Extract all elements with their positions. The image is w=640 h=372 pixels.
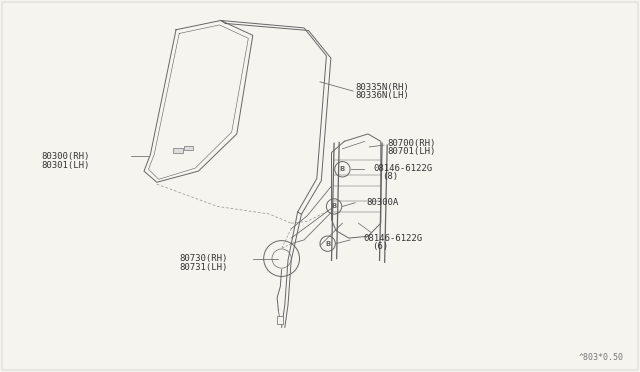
Text: 80701(LH): 80701(LH) <box>387 147 436 156</box>
Text: 80730(RH): 80730(RH) <box>179 254 228 263</box>
Text: (8): (8) <box>382 172 398 181</box>
Text: B: B <box>325 241 330 247</box>
Text: 80700(RH): 80700(RH) <box>387 139 436 148</box>
Text: 80335N(RH): 80335N(RH) <box>355 83 409 92</box>
Text: B: B <box>332 203 337 209</box>
Text: 80731(LH): 80731(LH) <box>179 263 228 272</box>
Bar <box>173 148 183 153</box>
Text: 80300A: 80300A <box>366 198 398 207</box>
Text: 80336N(LH): 80336N(LH) <box>355 92 409 100</box>
Text: 80300(RH): 80300(RH) <box>42 152 90 161</box>
Bar <box>184 146 193 150</box>
Text: B: B <box>340 166 345 172</box>
Text: 08146-6122G: 08146-6122G <box>363 234 422 243</box>
Bar <box>276 316 283 324</box>
Text: 80301(LH): 80301(LH) <box>42 161 90 170</box>
Text: ^803*0.50: ^803*0.50 <box>579 353 624 362</box>
Text: (6): (6) <box>372 242 388 251</box>
Text: 08146-6122G: 08146-6122G <box>374 164 433 173</box>
